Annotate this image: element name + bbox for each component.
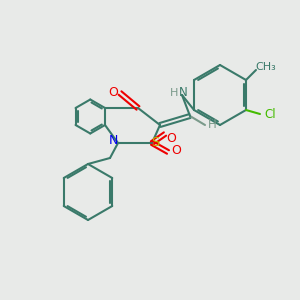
Text: O: O [166,131,176,145]
Text: H: H [208,118,216,131]
Text: N: N [108,134,118,148]
Text: H: H [170,88,178,98]
Text: O: O [108,85,118,98]
Text: S: S [151,136,159,148]
Text: CH₃: CH₃ [256,62,276,72]
Text: O: O [171,145,181,158]
Text: N: N [178,86,188,100]
Text: Cl: Cl [264,109,276,122]
